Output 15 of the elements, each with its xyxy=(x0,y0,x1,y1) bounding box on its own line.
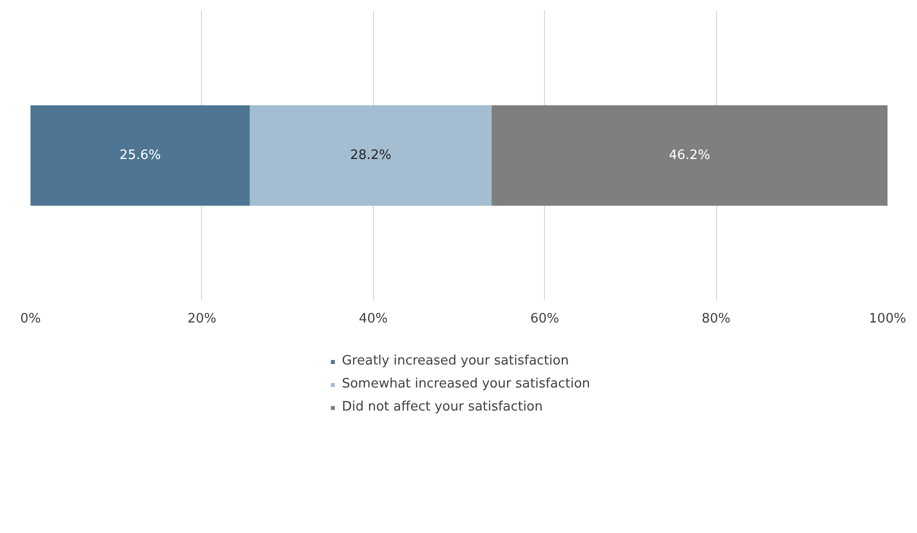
x-tick-label: 80% xyxy=(702,312,731,326)
bar xyxy=(250,105,492,206)
data-label: 28.2% xyxy=(350,148,392,163)
x-tick-label: 20% xyxy=(187,312,216,326)
x-tick-label: 0% xyxy=(20,312,41,326)
data-label: 25.6% xyxy=(120,148,161,163)
legend-label: Greatly increased your satisfaction xyxy=(342,354,569,368)
x-tick-label: 100% xyxy=(868,312,906,326)
x-tick-label: 60% xyxy=(530,312,560,326)
legend-label: Somewhat increased your satisfaction xyxy=(342,376,590,392)
legend-label: Did not affect your satisfaction xyxy=(342,400,543,414)
bar xyxy=(30,105,250,206)
x-tick-label: 40% xyxy=(358,312,388,326)
bar xyxy=(492,105,888,206)
data-label: 46.2% xyxy=(668,148,710,163)
